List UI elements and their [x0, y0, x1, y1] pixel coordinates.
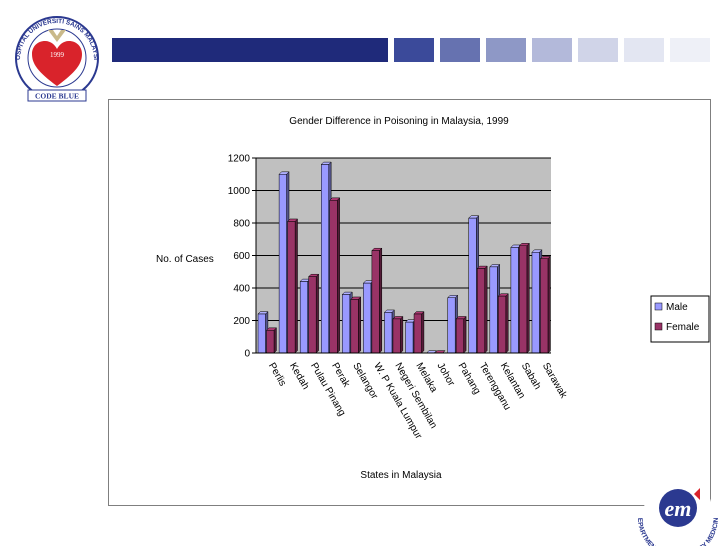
- bar-female: [413, 310, 425, 354]
- svg-text:CODE BLUE: CODE BLUE: [35, 92, 79, 101]
- header-bar-segment-4: [532, 38, 572, 62]
- bar-female: [265, 327, 278, 354]
- bar-female: [392, 315, 404, 354]
- department-logo: DEPARTMENT OF EMERGENCY MEDICINE em: [626, 465, 728, 551]
- header-bar-segment-3: [486, 38, 526, 62]
- bar-female: [329, 197, 341, 354]
- header-bar-dark: [112, 38, 388, 62]
- bar-female: [287, 218, 299, 354]
- bar-female: [476, 265, 488, 354]
- svg-text:em: em: [665, 496, 692, 521]
- svg-text:1999: 1999: [50, 51, 65, 59]
- legend-swatch: [654, 322, 663, 331]
- header-bar-segment-5: [578, 38, 618, 62]
- x-tick-label: Johor: [435, 361, 457, 389]
- bar-female: [518, 242, 530, 354]
- legend: Male Female: [650, 295, 710, 343]
- y-axis-label: No. of Cases: [156, 254, 214, 265]
- header-bar-segment-1: [394, 38, 434, 62]
- chart-title: Gender Difference in Poisoning in Malays…: [289, 116, 509, 127]
- y-tick-label: 0: [244, 349, 250, 360]
- x-tick-label: Perlis: [266, 361, 288, 388]
- y-tick-label: 1200: [228, 154, 251, 165]
- header-bar-segment-2: [440, 38, 480, 62]
- legend-label: Female: [666, 322, 700, 333]
- x-tick-label: Kedah: [287, 361, 311, 392]
- y-tick-label: 600: [233, 251, 250, 262]
- y-tick-label: 200: [233, 316, 250, 327]
- y-tick-label: 400: [233, 284, 250, 295]
- bar-female: [539, 255, 551, 354]
- bar-female: [308, 273, 320, 354]
- header-bar-segment-7: [670, 38, 710, 62]
- y-tick-label: 800: [233, 219, 250, 230]
- x-axis-label: States in Malaysia: [360, 470, 442, 481]
- bar-female: [371, 247, 383, 354]
- bar-female: [455, 315, 467, 354]
- legend-label: Male: [666, 302, 688, 313]
- header-bar-segment-6: [624, 38, 664, 62]
- hospital-logo: HOSPITAL UNIVERSITI SAINS MALAYSIA 1999 …: [6, 3, 106, 104]
- bar-female: [497, 293, 509, 354]
- y-tick-label: 1000: [228, 186, 251, 197]
- bar-female: [350, 296, 362, 354]
- legend-swatch: [654, 302, 663, 311]
- x-tick-label: Sarawak: [540, 361, 569, 401]
- chart-frame: 0 200 400 600 800 1000 1200 Perlis Kedah Pulau P…: [108, 99, 711, 506]
